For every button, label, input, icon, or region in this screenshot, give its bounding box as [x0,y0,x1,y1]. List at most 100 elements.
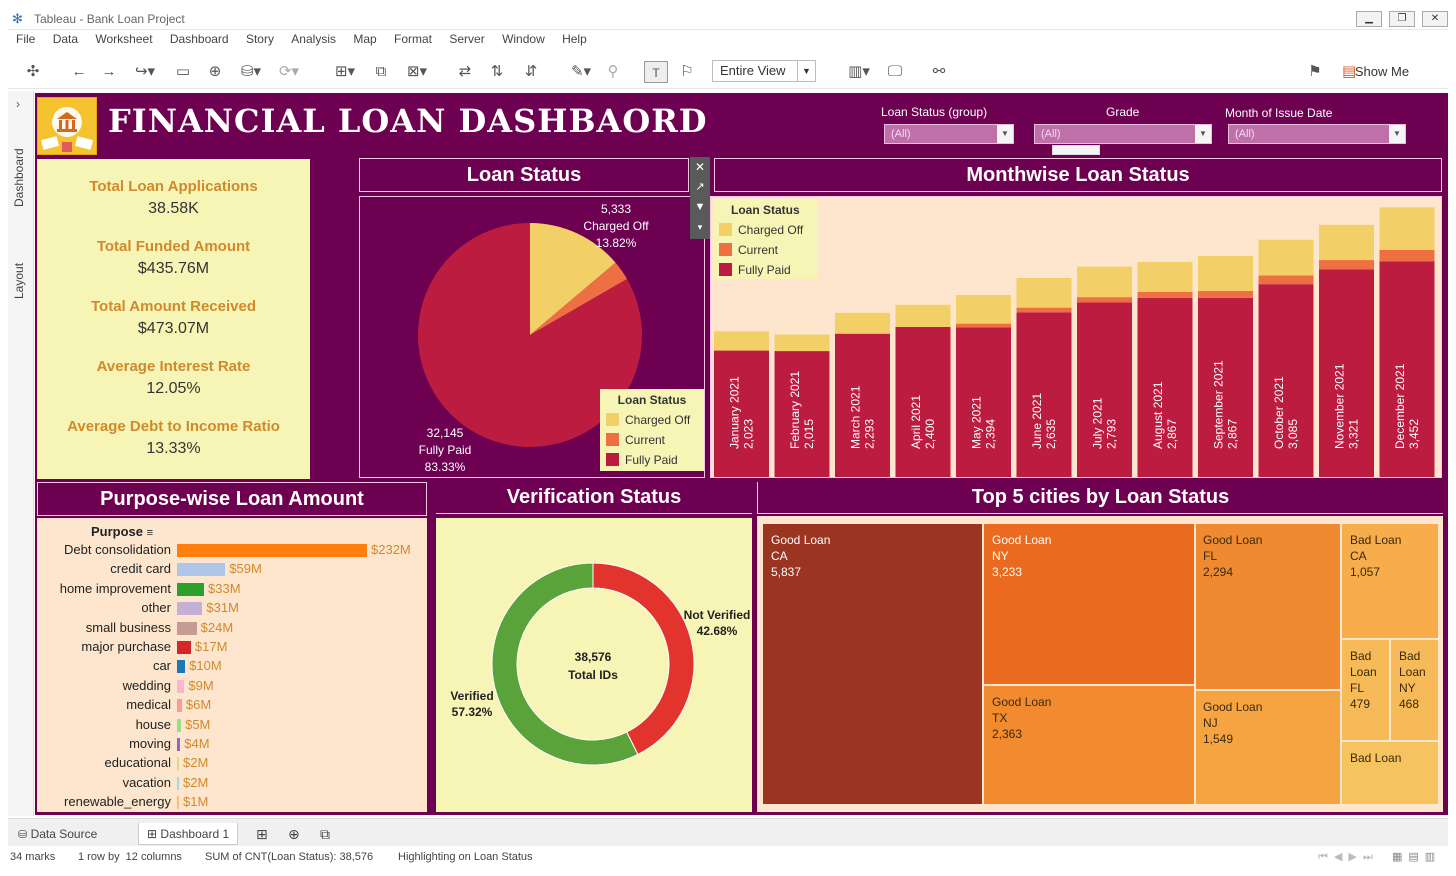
tableau-home-icon[interactable]: ✣ [26,63,40,80]
bar-february-2021-charged-off[interactable] [774,334,830,352]
bar-june-2021-current[interactable] [1016,307,1072,313]
sign-icon[interactable]: ⚑ [1308,63,1322,80]
presentation-mode-icon[interactable]: 🖵 [887,63,903,80]
new-story-tab-icon[interactable]: ⧉ [320,826,330,842]
bar-march-2021-fully-paid[interactable] [835,333,890,477]
menu-worksheet[interactable]: Worksheet [95,32,153,46]
monthwise-legend-item-fully-paid[interactable]: Fully Paid [719,260,811,280]
treemap-cell-bad-ca[interactable] [1342,524,1438,638]
purpose-bar-credit-card[interactable] [177,563,226,577]
treemap-cell-good-fl[interactable] [1196,524,1340,689]
purpose-bar-vacation[interactable] [177,776,179,790]
new-worksheet-tab-icon[interactable]: ⊞ [256,826,268,842]
pie-legend-item-charged-off[interactable]: Charged Off [606,410,698,430]
filter-loan-status-select[interactable]: (All) ▼ [884,124,1014,144]
bar-october-2021-charged-off[interactable] [1258,239,1314,276]
refresh-icon[interactable]: ⟳▾ [278,63,300,80]
data-source-icon[interactable]: ⛁▾ [240,63,262,80]
pin-icon[interactable]: ⚐ [680,63,694,80]
save-icon[interactable]: ▭ [175,63,191,80]
treemap-cell-good-ca[interactable] [763,524,982,804]
purpose-bar-medical[interactable] [177,699,182,713]
monthwise-legend-item-charged-off[interactable]: Charged Off [719,220,811,240]
bar-june-2021-fully-paid[interactable] [1016,312,1072,477]
pie-legend-item-fully-paid[interactable]: Fully Paid [606,450,698,470]
share-icon[interactable]: ⚯ [932,63,946,80]
bar-december-2021-fully-paid[interactable] [1379,261,1435,477]
swap-icon[interactable]: ⇄ [458,63,472,80]
treemap-cell-good-tx[interactable] [984,686,1194,804]
sort-icon[interactable]: ≡ [146,527,154,539]
purpose-bar-debt-consolidation[interactable] [177,544,367,557]
purpose-header[interactable]: Purpose ≡ [91,524,153,539]
verification-donut[interactable] [436,518,752,812]
purpose-bar-home-improvement[interactable] [177,582,205,596]
bar-may-2021-charged-off[interactable] [956,295,1011,324]
duplicate-sheet-icon[interactable]: ⧉ [375,63,387,80]
clear-sheet-icon[interactable]: ⊠▾ [406,63,428,80]
purpose-bar-house[interactable] [177,718,182,732]
purpose-bar-major-purchase[interactable] [177,641,191,654]
restore-button[interactable]: ❐ [1389,11,1415,27]
show-labels-icon[interactable]: T [644,61,668,83]
treemap-cell-good-nj[interactable] [1196,691,1340,804]
menu-story[interactable]: Story [245,32,274,46]
sheet-nav-icons[interactable]: ⏮◀▶⏭ [1318,851,1379,863]
group-icon[interactable]: ⚲ [607,63,619,80]
purpose-bar-small-business[interactable] [177,621,197,635]
remove-sheet-icon[interactable]: ✕ [694,160,706,174]
bar-july-2021-current[interactable] [1077,297,1132,303]
monthwise-bar-chart[interactable]: January 20212,023 February 20212,015 March… [711,197,1441,477]
container-drag-handle[interactable] [1052,145,1100,155]
bar-december-2021-charged-off[interactable] [1379,207,1435,250]
show-me-button[interactable]: Show Me [1354,64,1410,79]
menu-data[interactable]: Data [52,32,79,46]
bar-january-2021-fully-paid[interactable] [714,350,769,477]
purpose-bar-chart[interactable]: Debt consolidation $232M credit card $59M ho… [37,518,427,812]
tab-data-source[interactable]: ⛁ Data Source [10,823,105,845]
bar-august-2021-current[interactable] [1137,291,1193,298]
new-dashboard-tab-icon[interactable]: ⊕ [288,826,300,842]
menu-file[interactable]: File [16,32,36,46]
treemap-cell-bad-ny[interactable] [1391,640,1438,740]
bar-august-2021-fully-paid[interactable] [1137,297,1193,477]
donut-slice-verified[interactable] [491,562,639,766]
bar-september-2021-current[interactable] [1198,290,1253,298]
view-mode-icons[interactable]: ▦▤▥ [1392,851,1442,863]
purpose-bar-educational[interactable] [177,757,179,771]
purpose-bar-wedding[interactable] [177,679,185,693]
expand-chevron-icon[interactable]: › [16,97,20,111]
filter-grade-select[interactable]: (All) ▼ [1034,124,1212,144]
bar-november-2021-charged-off[interactable] [1319,224,1374,261]
new-worksheet-icon[interactable]: ⊞▾ [334,63,356,80]
replay-icon[interactable]: ↪▾ [134,63,156,80]
treemap-cell-good-ny[interactable] [984,524,1194,684]
bar-december-2021-current[interactable] [1379,250,1435,262]
filter-icon[interactable]: ▼ [694,201,706,213]
menu-analysis[interactable]: Analysis [291,32,336,46]
bar-october-2021-fully-paid[interactable] [1258,284,1314,477]
undo-icon[interactable]: ← [71,63,87,80]
tab-dashboard-1[interactable]: ⊞ Dashboard 1 [138,823,239,845]
menu-window[interactable]: Window [502,32,545,46]
menu-server[interactable]: Server [449,32,485,46]
tab-layout-side[interactable]: Layout [12,262,26,299]
bar-november-2021-fully-paid[interactable] [1319,269,1374,477]
bar-july-2021-fully-paid[interactable] [1077,302,1132,477]
close-window-button[interactable]: ✕ [1422,11,1448,27]
sort-descending-icon[interactable]: ⇵ [524,63,538,80]
bar-september-2021-fully-paid[interactable] [1198,297,1253,477]
redo-icon[interactable]: → [101,63,117,80]
menu-dashboard[interactable]: Dashboard [169,32,229,46]
bar-july-2021-charged-off[interactable] [1077,266,1132,298]
bar-april-2021-fully-paid[interactable] [895,327,951,477]
show-cards-icon[interactable]: ▥▾ [848,63,870,80]
highlight-icon[interactable]: ✎▾ [570,63,592,80]
loan-status-pie[interactable] [360,197,704,477]
bar-april-2021-charged-off[interactable] [895,304,951,327]
sort-ascending-icon[interactable]: ⇅ [490,63,504,80]
bar-february-2021-fully-paid[interactable] [774,351,830,477]
purpose-bar-renewable-energy[interactable] [177,796,179,810]
bar-june-2021-charged-off[interactable] [1016,278,1072,308]
more-options-icon[interactable]: ▾ [697,222,703,232]
